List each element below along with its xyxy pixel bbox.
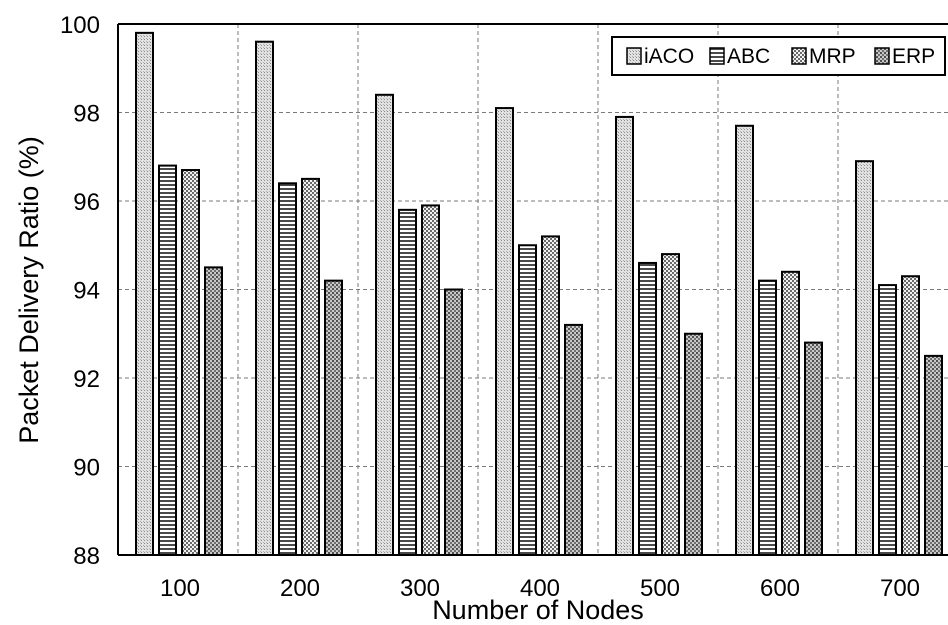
- legend-label-iaco: iACO: [644, 45, 694, 68]
- y-tick-label: 94: [73, 278, 100, 305]
- bar-abc-600: [758, 279, 777, 556]
- y-tick-label: 88: [73, 543, 100, 570]
- bar-abc-300: [398, 208, 417, 556]
- bar-mrp-500: [661, 253, 680, 556]
- y-tick-label: 96: [73, 189, 100, 216]
- bar-erp-300: [444, 288, 463, 556]
- x-tick-label: 300: [400, 575, 440, 602]
- bar-erp-500: [684, 332, 703, 556]
- bar-iaco-200: [255, 40, 274, 556]
- y-tick-labels: 88 90 92 94 96 98 100: [60, 12, 100, 570]
- bar-erp-700: [924, 354, 943, 556]
- y-tick-label: 100: [60, 12, 100, 39]
- bar-abc-700: [878, 284, 897, 556]
- bar-mrp-600: [781, 270, 800, 556]
- legend: iACO ABC MRP ERP: [611, 36, 946, 76]
- x-tick-label: 700: [880, 575, 920, 602]
- bar-abc-500: [638, 261, 657, 556]
- y-tick-label: 98: [73, 101, 100, 128]
- bar-abc-400: [518, 244, 537, 556]
- bar-mrp-200: [301, 177, 320, 556]
- legend-label-erp: ERP: [892, 45, 935, 68]
- x-tick-label: 200: [280, 575, 320, 602]
- x-tick-label: 600: [760, 575, 800, 602]
- legend-swatch-mrp: [791, 47, 807, 65]
- bar-iaco-600: [735, 124, 754, 557]
- bar-erp-400: [564, 323, 583, 556]
- legend-label-mrp: MRP: [809, 45, 856, 68]
- bar-iaco-400: [495, 107, 514, 556]
- x-tick-label: 100: [160, 575, 200, 602]
- bar-group: [135, 31, 943, 557]
- bar-erp-600: [804, 341, 823, 556]
- y-axis-title: Packet Delivery Ratio (%): [14, 136, 44, 444]
- y-tick-label: 90: [73, 455, 100, 482]
- y-tick-label: 92: [73, 366, 100, 393]
- bar-mrp-700: [901, 275, 920, 556]
- bar-erp-200: [324, 279, 343, 556]
- bar-iaco-300: [375, 93, 394, 557]
- bar-mrp-300: [421, 204, 440, 557]
- x-axis-title: Number of Nodes: [432, 595, 644, 625]
- legend-swatch-iaco: [626, 47, 642, 65]
- axes: [117, 23, 948, 556]
- bar-abc-200: [278, 182, 297, 557]
- bar-erp-100: [204, 266, 223, 556]
- x-tick-label: 400: [520, 575, 560, 602]
- bar-iaco-700: [855, 160, 874, 557]
- bar-abc-100: [158, 164, 177, 556]
- x-tick-label: 500: [640, 575, 680, 602]
- bar-mrp-400: [541, 235, 560, 556]
- bar-iaco-500: [615, 115, 634, 557]
- x-tick-labels: 100 200 300 400 500 600 700: [160, 575, 920, 602]
- bar-iaco-100: [135, 31, 154, 557]
- legend-swatch-abc: [709, 47, 725, 65]
- legend-swatch-erp: [874, 47, 890, 65]
- bar-mrp-100: [181, 169, 200, 556]
- legend-label-abc: ABC: [727, 45, 770, 68]
